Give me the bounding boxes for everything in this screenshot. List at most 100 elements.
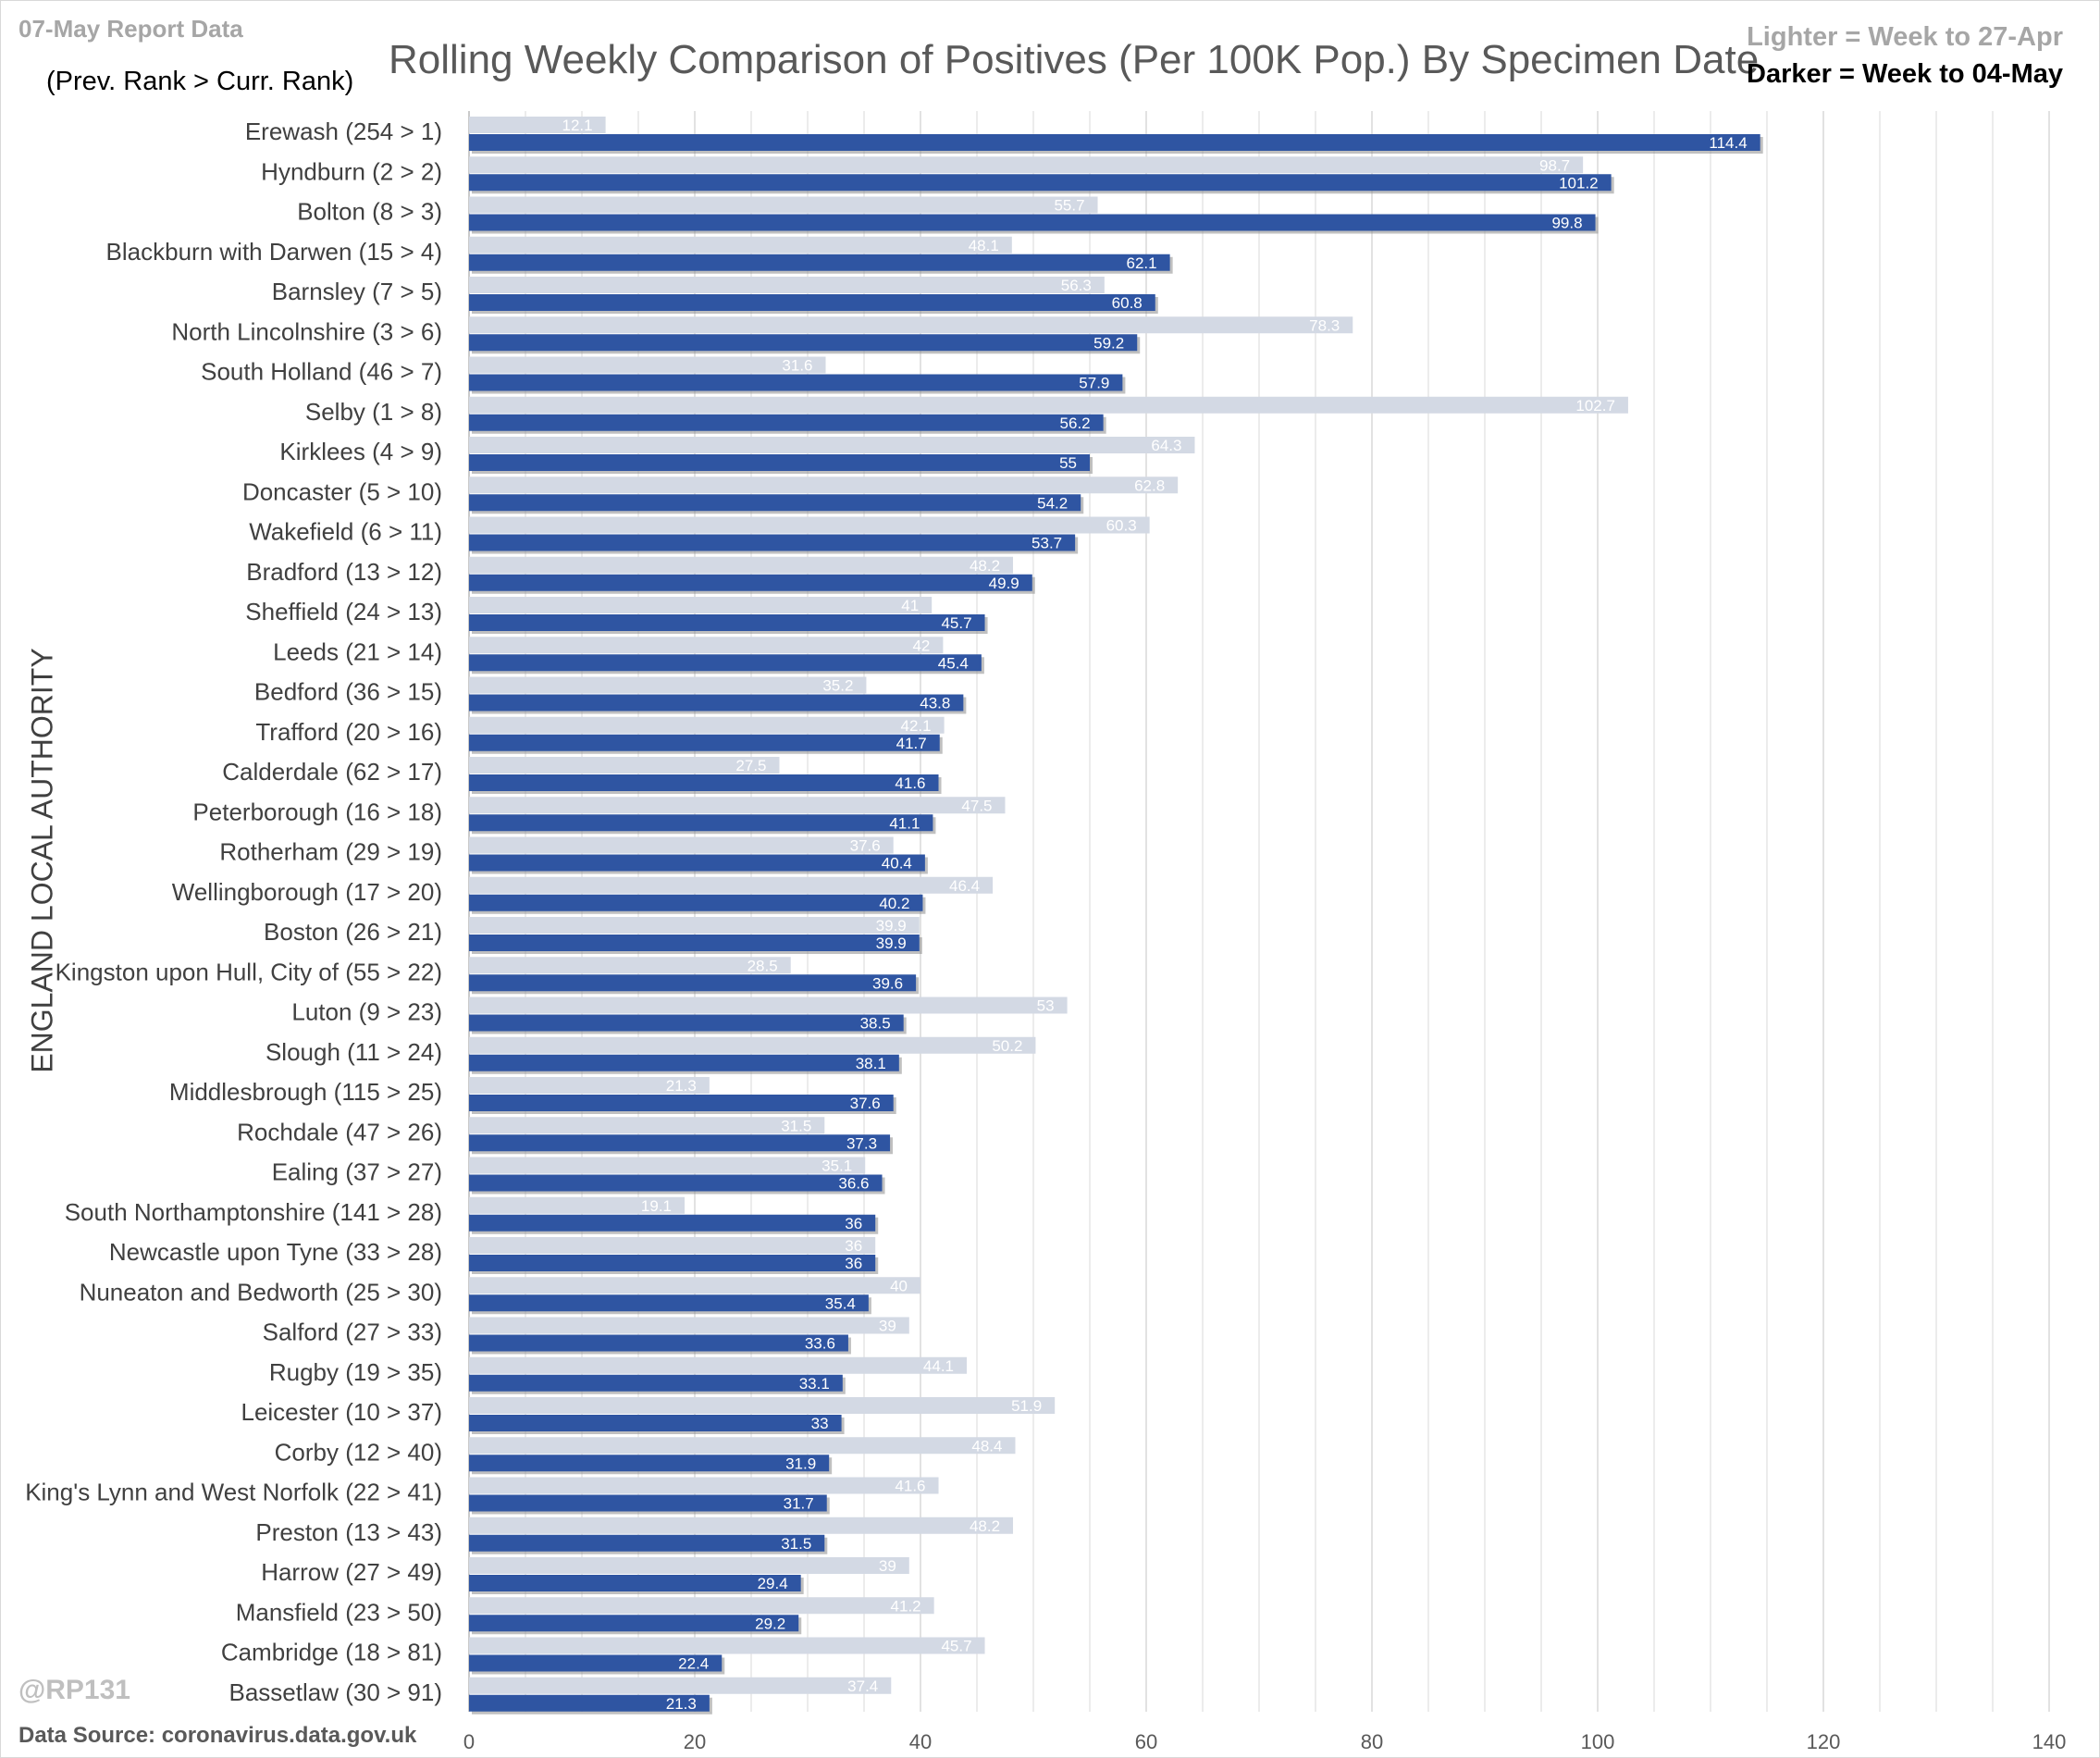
bar-lighter: [469, 117, 606, 133]
category-label: Mansfield (23 > 50): [236, 1598, 442, 1626]
bar-darker: [469, 814, 933, 832]
data-label-darker: 36.6: [838, 1175, 869, 1193]
data-label-darker: 45.4: [938, 654, 969, 672]
bar-lighter: [469, 156, 1584, 174]
category-label: Kirklees (4 > 9): [279, 438, 442, 465]
bar-lighter: [469, 1277, 920, 1294]
data-label-lighter: 37.6: [850, 837, 881, 855]
bar-darker: [469, 414, 1104, 431]
x-tick-label: 40: [909, 1730, 932, 1753]
x-tick-label: 140: [2032, 1730, 2067, 1753]
data-label-lighter: 41: [901, 597, 919, 614]
data-label-lighter: 39: [879, 1557, 896, 1575]
bar-darker: [469, 494, 1081, 512]
category-label: South Holland (46 > 7): [201, 358, 442, 386]
data-label-lighter: 46.4: [949, 877, 980, 895]
data-label-darker: 101.2: [1559, 174, 1599, 192]
bar-darker: [469, 1294, 869, 1312]
data-label-darker: 49.9: [989, 575, 1019, 592]
data-label-lighter: 78.3: [1309, 316, 1340, 334]
bar-lighter: [469, 356, 826, 374]
data-label-darker: 53.7: [1031, 535, 1062, 552]
data-label-darker: 60.8: [1112, 294, 1143, 312]
data-label-lighter: 51.9: [1011, 1397, 1042, 1415]
category-label: Kingston upon Hull, City of (55 > 22): [56, 958, 442, 985]
x-tick-label: 0: [463, 1730, 475, 1753]
bar-darker: [469, 774, 939, 791]
category-label: Leicester (10 > 37): [241, 1398, 442, 1426]
x-tick-label: 60: [1135, 1730, 1157, 1753]
bar-darker: [469, 1334, 848, 1352]
category-label: Calderdale (62 > 17): [222, 758, 442, 786]
data-label-lighter: 12.1: [562, 117, 593, 134]
data-label-darker: 21.3: [666, 1695, 697, 1713]
category-label: Bedford (36 > 15): [254, 678, 442, 706]
data-label-lighter: 39: [879, 1318, 896, 1335]
chart-title: Rolling Weekly Comparison of Positives (…: [389, 37, 1760, 82]
data-label-darker: 45.7: [941, 614, 971, 632]
data-label-lighter: 40: [890, 1277, 908, 1294]
data-label-darker: 33.6: [805, 1335, 835, 1353]
category-label: Barnsley (7 > 5): [272, 278, 442, 305]
bar-lighter: [469, 1517, 1014, 1534]
bar-darker: [469, 935, 920, 951]
data-label-darker: 57.9: [1079, 375, 1109, 392]
data-label-darker: 29.4: [758, 1575, 788, 1592]
bar-darker: [469, 1214, 876, 1232]
category-label: Boston (26 > 21): [264, 918, 442, 946]
data-label-lighter: 64.3: [1151, 437, 1181, 454]
bar-lighter: [469, 876, 994, 894]
bar-darker: [469, 134, 1760, 151]
x-tick-label: 120: [1807, 1730, 1841, 1753]
bar-darker: [469, 374, 1123, 391]
bar-darker: [469, 1014, 904, 1032]
category-label: Middlesbrough (115 > 25): [169, 1078, 442, 1106]
category-label: Rotherham (29 > 19): [219, 838, 442, 866]
category-label: Newcastle upon Tyne (33 > 28): [109, 1238, 442, 1266]
data-label-darker: 41.6: [895, 774, 925, 792]
data-label-darker: 39.6: [872, 974, 903, 992]
data-label-lighter: 39.9: [876, 917, 907, 935]
bar-darker: [469, 1494, 827, 1512]
bar-darker: [469, 1694, 710, 1712]
data-label-lighter: 48.4: [971, 1437, 1002, 1455]
bar-darker: [469, 174, 1612, 192]
bar-darker: [469, 534, 1076, 551]
bar-darker: [469, 254, 1170, 271]
bar-darker: [469, 894, 923, 911]
bar-darker: [469, 654, 982, 672]
x-tick-label: 20: [684, 1730, 706, 1753]
data-label-darker: 33: [811, 1415, 829, 1432]
x-tick-label: 100: [1581, 1730, 1615, 1753]
bar-darker: [469, 974, 917, 992]
data-label-darker: 31.7: [784, 1495, 814, 1513]
bar-darker: [469, 454, 1090, 471]
category-label: Cambridge (18 > 81): [221, 1639, 442, 1666]
data-label-lighter: 53: [1037, 997, 1055, 1015]
data-label-lighter: 31.6: [782, 357, 812, 375]
bar-darker: [469, 1575, 801, 1591]
bar-lighter: [469, 1077, 710, 1094]
bar-lighter: [469, 1196, 686, 1214]
bar-darker: [469, 1534, 825, 1552]
data-label-lighter: 45.7: [941, 1638, 971, 1655]
bar-lighter: [469, 957, 791, 974]
bar-lighter: [469, 1356, 968, 1374]
bar-lighter: [469, 1477, 939, 1494]
bar-darker: [469, 1095, 894, 1111]
category-label: Wellingborough (17 > 20): [172, 878, 442, 906]
legend-darker: Darker = Week to 04-May: [1747, 59, 2063, 89]
category-label: North Lincolnshire (3 > 6): [171, 317, 442, 345]
watermark: @RP131: [19, 1675, 130, 1705]
data-label-darker: 36: [845, 1215, 862, 1232]
bar-darker: [469, 1134, 891, 1152]
data-label-lighter: 27.5: [735, 757, 766, 774]
data-label-darker: 99.8: [1551, 215, 1582, 232]
data-label-lighter: 102.7: [1575, 397, 1615, 415]
data-label-lighter: 19.1: [641, 1197, 672, 1215]
category-label: Nuneaton and Bedworth (25 > 30): [80, 1278, 442, 1306]
data-label-darker: 29.2: [755, 1615, 785, 1632]
data-label-darker: 38.5: [860, 1015, 891, 1033]
data-label-lighter: 48.2: [970, 1517, 1000, 1535]
data-label-lighter: 42.1: [901, 717, 932, 735]
